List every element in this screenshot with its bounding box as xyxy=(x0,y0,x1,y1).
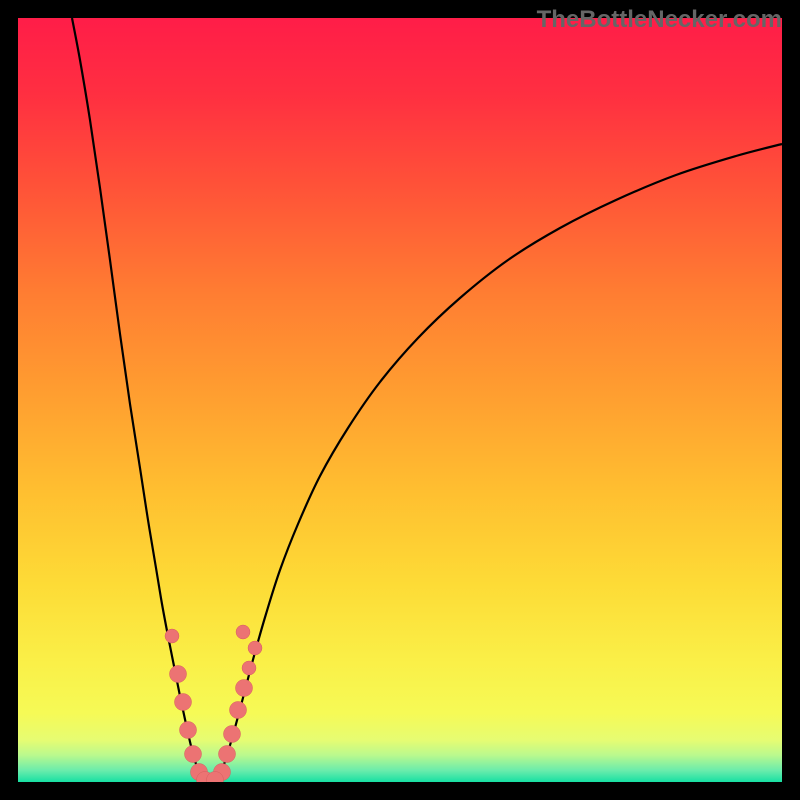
watermark-text: TheBottleNecker.com xyxy=(537,6,782,34)
data-marker xyxy=(242,661,256,675)
data-marker xyxy=(248,641,262,655)
data-marker xyxy=(185,746,202,763)
data-marker xyxy=(236,625,250,639)
frame-border xyxy=(0,0,18,800)
data-marker xyxy=(170,666,187,683)
data-marker xyxy=(219,746,236,763)
data-marker xyxy=(175,694,192,711)
plot-background xyxy=(18,18,782,782)
data-marker xyxy=(230,702,247,719)
data-marker xyxy=(236,680,253,697)
frame-border xyxy=(782,0,800,800)
chart-svg xyxy=(0,0,800,800)
data-marker xyxy=(165,629,179,643)
frame-border xyxy=(0,782,800,800)
data-marker xyxy=(180,722,197,739)
bottleneck-chart: TheBottleNecker.com xyxy=(0,0,800,800)
data-marker xyxy=(224,726,241,743)
